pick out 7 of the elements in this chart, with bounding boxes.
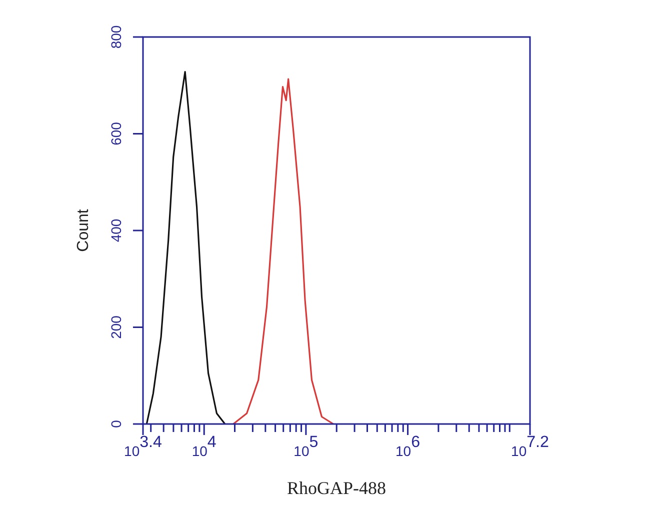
y-tick-label: 600 xyxy=(108,122,124,146)
y-tick-label: 0 xyxy=(108,420,124,428)
y-tick-label: 200 xyxy=(108,315,124,339)
y-tick-label: 400 xyxy=(108,218,124,242)
y-axis-title: Count xyxy=(75,208,92,252)
x-axis-title: RhoGAP-488 xyxy=(286,478,386,498)
y-tick-label: 800 xyxy=(108,25,124,49)
